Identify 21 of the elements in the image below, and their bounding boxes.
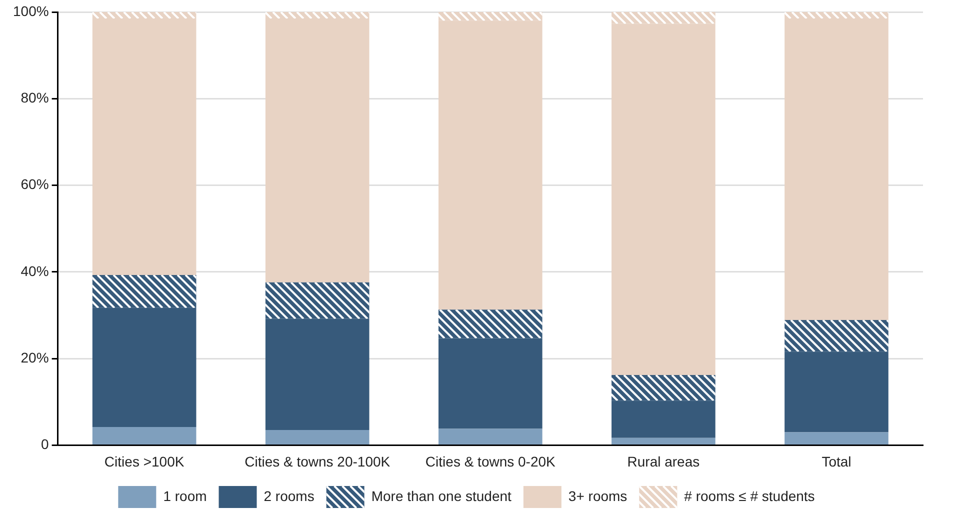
x-tick-label: Total <box>822 453 852 470</box>
y-tick-label: 20% <box>20 349 49 366</box>
legend-label: 3+ rooms <box>568 488 628 504</box>
x-tick-label: Rural areas <box>627 453 700 470</box>
legend-label: More than one student <box>371 488 512 504</box>
bar <box>265 430 370 444</box>
x-tick-label: Cities & towns 0-20K <box>425 453 556 470</box>
bar <box>612 438 716 444</box>
x-tick-label: Cities >100K <box>104 453 185 470</box>
y-tick-label: 60% <box>20 176 49 192</box>
bar <box>784 432 888 444</box>
y-tick-label: 100% <box>12 2 49 19</box>
y-tick-label: 0 <box>41 436 50 452</box>
legend-label: 1 room <box>163 488 207 504</box>
legend-label: # rooms ≤ # students <box>684 488 815 504</box>
x-tick-label: Cities & towns 20-100K <box>244 453 391 470</box>
y-tick-label: 80% <box>20 90 49 106</box>
bar <box>92 427 196 444</box>
bar <box>438 428 542 444</box>
y-tick-label: 40% <box>20 262 49 279</box>
legend-label: 2 rooms <box>264 488 314 504</box>
